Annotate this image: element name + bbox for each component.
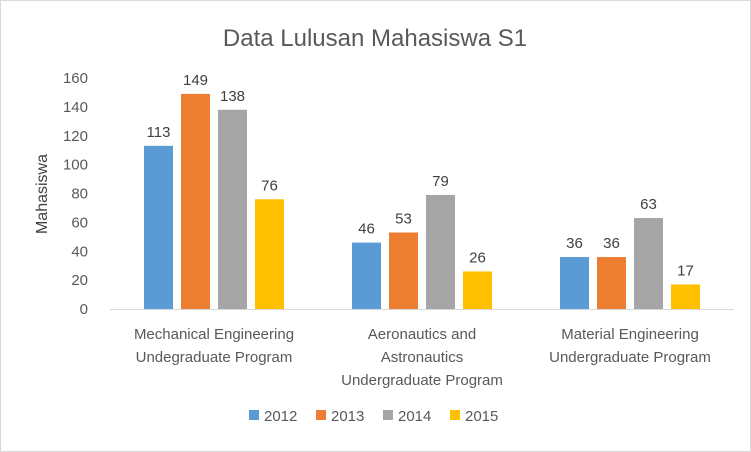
bar-2015-2 [463,271,492,309]
legend-swatch [249,410,259,420]
legend-label: 2015 [465,408,498,425]
y-tick-label: 20 [71,272,88,289]
data-label: 36 [603,235,620,252]
category-label: Undegraduate Program [136,349,293,366]
y-tick-label: 60 [71,214,88,231]
bars [144,93,700,309]
legend-label: 2013 [331,408,364,425]
y-axis-ticks: 0 20 40 60 80 100 120 140 160 [63,70,88,318]
data-label: 36 [566,235,583,252]
bar-2015-3 [671,284,700,309]
y-tick-label: 0 [80,301,88,318]
bar-2013-3 [597,257,626,309]
category-label: Undergraduate Program [549,349,711,366]
data-label: 79 [432,173,449,190]
data-label: 63 [640,196,657,213]
data-label: 138 [220,88,245,105]
legend-swatch [450,410,460,420]
bar-2013-2 [389,232,418,309]
y-axis-title: Mahasiswa [34,154,51,234]
data-label: 46 [358,221,375,238]
data-label: 53 [395,210,412,227]
y-tick-label: 120 [63,128,88,145]
bar-2014-1 [218,109,247,309]
bar-2012-2 [352,242,381,309]
data-label: 76 [261,177,278,194]
category-label: Aeronautics and [368,326,476,343]
legend-label: 2014 [398,408,431,425]
y-tick-label: 80 [71,186,88,203]
bar-2014-2 [426,194,455,309]
bar-2015-1 [255,199,284,309]
legend-label: 2012 [264,408,297,425]
y-tick-label: 160 [63,70,88,87]
chart-title: Data Lulusan Mahasiswa S1 [223,25,527,52]
legend-swatch [316,410,326,420]
bar-2013-1 [181,93,210,309]
bar-2014-3 [634,218,663,309]
data-label: 113 [147,124,171,141]
category-labels: Mechanical Engineering Undegraduate Progr… [134,326,711,389]
category-label: Undergraduate Program [341,372,503,389]
data-label: 149 [183,72,208,89]
y-tick-label: 40 [71,243,88,260]
data-label: 26 [469,249,486,266]
bar-2012-3 [560,257,589,309]
category-label: Mechanical Engineering [134,326,294,343]
legend: 2012 2013 2014 2015 [249,408,498,425]
data-labels: 113 149 138 76 46 53 79 26 36 36 63 17 [147,72,694,280]
y-tick-label: 100 [63,157,88,174]
legend-swatch [383,410,393,420]
data-label: 17 [677,262,694,279]
y-tick-label: 140 [63,99,88,116]
bar-2012-1 [144,145,173,309]
category-label: Astronautics [381,349,464,366]
category-label: Material Engineering [561,326,699,343]
